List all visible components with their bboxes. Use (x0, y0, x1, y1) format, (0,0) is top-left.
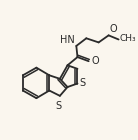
Text: HN: HN (60, 35, 75, 45)
Text: S: S (56, 101, 62, 110)
Text: CH₃: CH₃ (120, 34, 136, 43)
Text: S: S (80, 78, 86, 88)
Text: O: O (92, 56, 99, 66)
Text: O: O (109, 24, 117, 34)
